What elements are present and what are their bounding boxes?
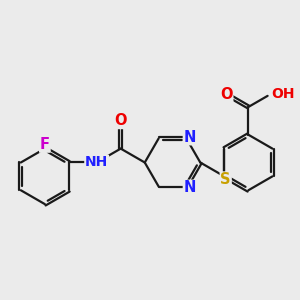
Text: OH: OH <box>271 88 294 101</box>
Text: S: S <box>220 172 231 187</box>
Text: O: O <box>115 113 127 128</box>
Text: N: N <box>184 130 196 145</box>
Text: NH: NH <box>85 155 108 170</box>
Text: N: N <box>184 180 196 195</box>
Text: O: O <box>220 87 232 102</box>
Text: F: F <box>40 137 50 152</box>
